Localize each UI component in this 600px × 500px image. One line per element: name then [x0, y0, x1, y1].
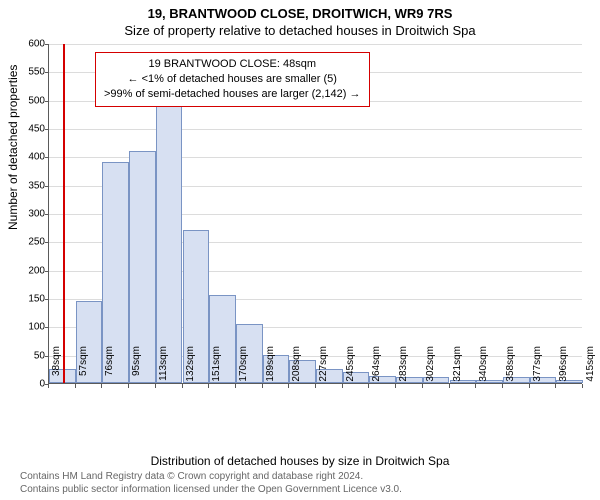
annotation-box: 19 BRANTWOOD CLOSE: 48sqm← <1% of detach… — [95, 52, 370, 107]
chart-area: 05010015020025030035040045050055060019 B… — [48, 44, 582, 424]
histogram-bar — [156, 100, 183, 383]
x-tick-label: 302sqm — [425, 346, 436, 386]
y-tick-label: 450 — [19, 124, 45, 135]
y-tick-label: 200 — [19, 265, 45, 276]
y-tick-label: 500 — [19, 95, 45, 106]
x-tick-mark — [235, 384, 236, 388]
x-tick-mark — [48, 384, 49, 388]
x-tick-mark — [128, 384, 129, 388]
x-tick-label: 113sqm — [158, 346, 169, 386]
x-tick-mark — [475, 384, 476, 388]
x-tick-label: 415sqm — [585, 346, 596, 386]
x-tick-mark — [582, 384, 583, 388]
y-tick-mark — [45, 327, 49, 328]
y-tick-mark — [45, 356, 49, 357]
y-tick-mark — [45, 242, 49, 243]
x-tick-label: 57sqm — [78, 346, 89, 386]
x-tick-mark — [422, 384, 423, 388]
x-tick-mark — [449, 384, 450, 388]
x-tick-mark — [315, 384, 316, 388]
x-tick-label: 377sqm — [532, 346, 543, 386]
gridline — [49, 129, 582, 130]
chart-container: 19, BRANTWOOD CLOSE, DROITWICH, WR9 7RS … — [0, 0, 600, 500]
x-tick-label: 396sqm — [558, 346, 569, 386]
y-tick-mark — [45, 214, 49, 215]
gridline — [49, 44, 582, 45]
y-tick-label: 100 — [19, 322, 45, 333]
y-tick-mark — [45, 157, 49, 158]
annotation-line: ← <1% of detached houses are smaller (5) — [104, 72, 361, 87]
x-tick-mark — [208, 384, 209, 388]
y-tick-label: 0 — [19, 379, 45, 390]
x-tick-mark — [395, 384, 396, 388]
y-tick-mark — [45, 129, 49, 130]
x-tick-mark — [342, 384, 343, 388]
x-tick-label: 340sqm — [478, 346, 489, 386]
x-tick-label: 132sqm — [185, 346, 196, 386]
y-tick-mark — [45, 299, 49, 300]
x-tick-label: 283sqm — [398, 346, 409, 386]
x-tick-mark — [101, 384, 102, 388]
annotation-line: 19 BRANTWOOD CLOSE: 48sqm — [104, 57, 361, 72]
footer-attribution: Contains HM Land Registry data © Crown c… — [20, 470, 402, 496]
x-tick-label: 264sqm — [371, 346, 382, 386]
y-tick-label: 400 — [19, 152, 45, 163]
x-tick-mark — [368, 384, 369, 388]
x-tick-mark — [182, 384, 183, 388]
x-tick-label: 227sqm — [318, 346, 329, 386]
reference-line — [63, 44, 65, 383]
x-tick-mark — [75, 384, 76, 388]
x-tick-label: 151sqm — [211, 346, 222, 386]
x-tick-label: 38sqm — [51, 346, 62, 386]
x-tick-label: 76sqm — [104, 346, 115, 386]
x-tick-label: 208sqm — [291, 346, 302, 386]
x-tick-label: 170sqm — [238, 346, 249, 386]
plot-area: 05010015020025030035040045050055060019 B… — [48, 44, 582, 384]
y-tick-label: 250 — [19, 237, 45, 248]
x-tick-mark — [262, 384, 263, 388]
footer-line: Contains HM Land Registry data © Crown c… — [20, 470, 402, 483]
chart-title: 19, BRANTWOOD CLOSE, DROITWICH, WR9 7RS — [0, 0, 600, 21]
annotation-line: >99% of semi-detached houses are larger … — [104, 87, 361, 102]
x-tick-mark — [529, 384, 530, 388]
y-tick-mark — [45, 72, 49, 73]
x-tick-mark — [155, 384, 156, 388]
chart-subtitle: Size of property relative to detached ho… — [0, 21, 600, 38]
y-tick-label: 300 — [19, 209, 45, 220]
x-tick-label: 321sqm — [452, 346, 463, 386]
y-tick-label: 350 — [19, 180, 45, 191]
x-tick-label: 358sqm — [505, 346, 516, 386]
y-axis-label: Number of detached properties — [6, 65, 20, 230]
x-tick-mark — [502, 384, 503, 388]
footer-line: Contains public sector information licen… — [20, 483, 402, 496]
y-tick-label: 550 — [19, 67, 45, 78]
x-tick-mark — [555, 384, 556, 388]
x-axis-label: Distribution of detached houses by size … — [0, 454, 600, 468]
x-tick-label: 189sqm — [265, 346, 276, 386]
x-tick-mark — [288, 384, 289, 388]
y-tick-label: 50 — [19, 350, 45, 361]
y-tick-mark — [45, 101, 49, 102]
x-tick-label: 245sqm — [345, 346, 356, 386]
y-tick-mark — [45, 186, 49, 187]
y-tick-mark — [45, 271, 49, 272]
x-tick-label: 95sqm — [131, 346, 142, 386]
y-tick-label: 150 — [19, 294, 45, 305]
y-tick-label: 600 — [19, 39, 45, 50]
y-tick-mark — [45, 44, 49, 45]
